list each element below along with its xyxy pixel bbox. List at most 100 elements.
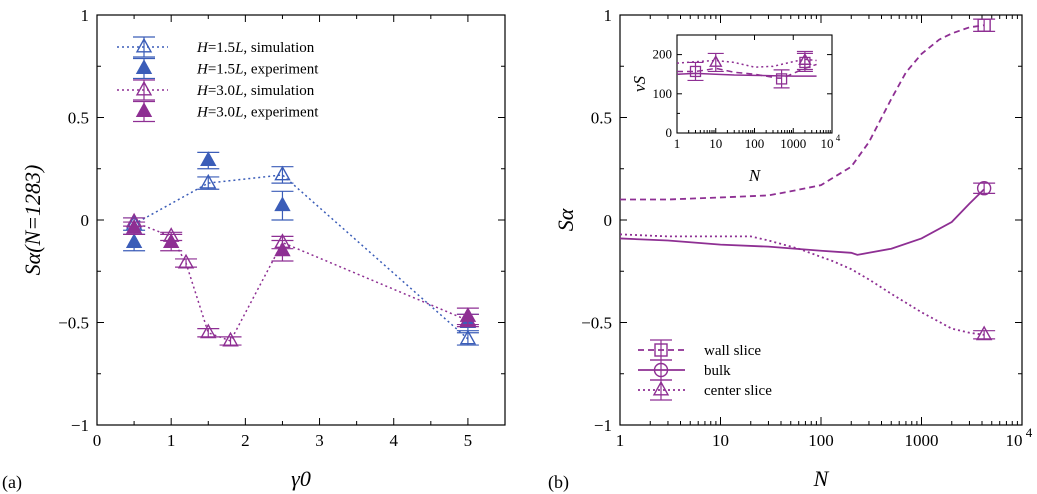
data-marker-a — [274, 241, 291, 257]
legend-label-part: H — [196, 62, 209, 78]
data-marker-a — [200, 173, 217, 189]
x-tick-label-a: 3 — [315, 431, 324, 450]
series-line-a — [133, 174, 469, 340]
series-line-a — [133, 221, 469, 342]
inset-data-marker — [709, 54, 723, 67]
legend-marker-a — [135, 37, 153, 53]
x-tick-label-a: 0 — [93, 431, 102, 450]
inset-series-2 — [676, 50, 817, 73]
legend-label-part: , experiment — [243, 62, 319, 78]
legend-marker-a — [135, 80, 153, 96]
y-axis-label-a: Sα(N=1283) — [20, 165, 45, 276]
data-marker-a — [222, 331, 239, 347]
data-marker-a — [200, 151, 217, 167]
inset-x-tick-label: 1 — [674, 136, 681, 151]
inset-x-axis-label: N — [748, 166, 762, 185]
x-tick-label-b: 1 — [616, 431, 625, 450]
data-marker-b — [976, 181, 992, 196]
x-tick-label-b: 10 — [1006, 431, 1023, 450]
legend-label-part: =1.5 — [208, 62, 235, 78]
legend-label-a: H=1.5L, experiment — [196, 62, 319, 78]
x-tick-label-b-exponent: 4 — [1026, 425, 1033, 440]
legend-marker-a — [135, 59, 153, 74]
panel-label-b: (b) — [548, 472, 569, 493]
inset-y-tick-label: 0 — [666, 125, 673, 140]
error-bar-b — [973, 330, 996, 340]
data-marker-a — [274, 165, 291, 181]
series-a-0 — [123, 165, 479, 346]
y-tick-label-a: −1 — [71, 416, 89, 435]
legend-label-part: L — [234, 40, 243, 56]
y-tick-label-b: −1 — [594, 416, 612, 435]
legend-label-b: center slice — [704, 383, 772, 399]
legend-label-part: =3.0 — [208, 83, 235, 99]
legend-label-part: =1.5 — [208, 40, 235, 56]
legend-label-b: bulk — [704, 363, 731, 379]
inset-data-marker — [689, 65, 702, 78]
legend-label-part: , experiment — [243, 105, 319, 121]
x-tick-label-a: 1 — [167, 431, 176, 450]
y-tick-label-b: 0 — [604, 211, 613, 230]
data-marker-a — [200, 323, 217, 339]
legend-label-part: H — [196, 83, 209, 99]
panel-label-a: (a) — [2, 472, 22, 493]
data-marker-b — [975, 325, 993, 341]
inset-frame — [676, 34, 833, 134]
legend-label-a: H=3.0L, experiment — [196, 105, 319, 121]
inset-x-tick-label: 100 — [745, 136, 765, 151]
series-a-3 — [123, 218, 479, 326]
y-axis-label-b: Sα — [553, 208, 578, 231]
y-tick-label-a: 0.5 — [68, 109, 89, 128]
inset-series-1 — [676, 72, 817, 77]
data-marker-a — [125, 218, 143, 234]
inset-x-tick-label-exponent: 4 — [836, 133, 841, 143]
error-bar-a — [219, 336, 242, 346]
x-tick-label-a: 5 — [464, 431, 473, 450]
x-tick-label-b: 100 — [808, 431, 834, 450]
legend-marker-b — [653, 362, 669, 378]
data-marker-a — [125, 233, 143, 249]
inset-data-marker — [775, 73, 788, 85]
x-axis-label-b: N — [813, 466, 830, 491]
y-tick-label-b: −0.5 — [581, 314, 612, 333]
legend-label-part: =3.0 — [208, 105, 235, 121]
legend-b: wall slice bulk center slice — [638, 339, 772, 401]
data-marker-b — [977, 18, 991, 32]
y-tick-label-a: −0.5 — [58, 314, 89, 333]
legend-label-part: H — [196, 105, 209, 121]
legend-marker-a — [135, 102, 153, 117]
data-marker-a — [162, 233, 180, 249]
legend-label-part: , simulation — [243, 40, 314, 56]
series-line-b — [619, 188, 985, 256]
legend-marker-b — [652, 380, 670, 396]
inset-x-tick-label: 10 — [709, 136, 722, 151]
data-marker-a — [274, 196, 291, 212]
legend-label-part: L — [234, 105, 243, 121]
legend-label-a: H=3.0L, simulation — [196, 83, 315, 99]
legend-label-part: L — [234, 62, 243, 78]
legend-label-part: H — [196, 40, 209, 56]
error-bar-a — [175, 258, 198, 268]
error-bar-b — [973, 18, 996, 32]
series-line-b — [619, 233, 985, 336]
series-b-0 — [620, 18, 996, 201]
x-tick-label-b: 1000 — [905, 431, 939, 450]
x-tick-label-a: 2 — [241, 431, 250, 450]
data-marker-a — [459, 329, 477, 345]
inset-x-tick-label: 1000 — [780, 136, 806, 151]
legend-label-b: wall slice — [704, 343, 761, 359]
series-line-b — [620, 24, 985, 201]
series-a-1 — [123, 151, 479, 332]
y-tick-label-a: 0 — [81, 211, 90, 230]
legend-label-a: H=1.5L, simulation — [196, 40, 315, 56]
inset-error-bar — [773, 69, 790, 89]
data-marker-a — [459, 307, 477, 322]
inset-y-tick-label: 200 — [653, 47, 673, 62]
legend-label-part: L — [234, 83, 243, 99]
y-tick-label-b: 0.5 — [591, 109, 612, 128]
legend-label-part: , simulation — [243, 83, 314, 99]
